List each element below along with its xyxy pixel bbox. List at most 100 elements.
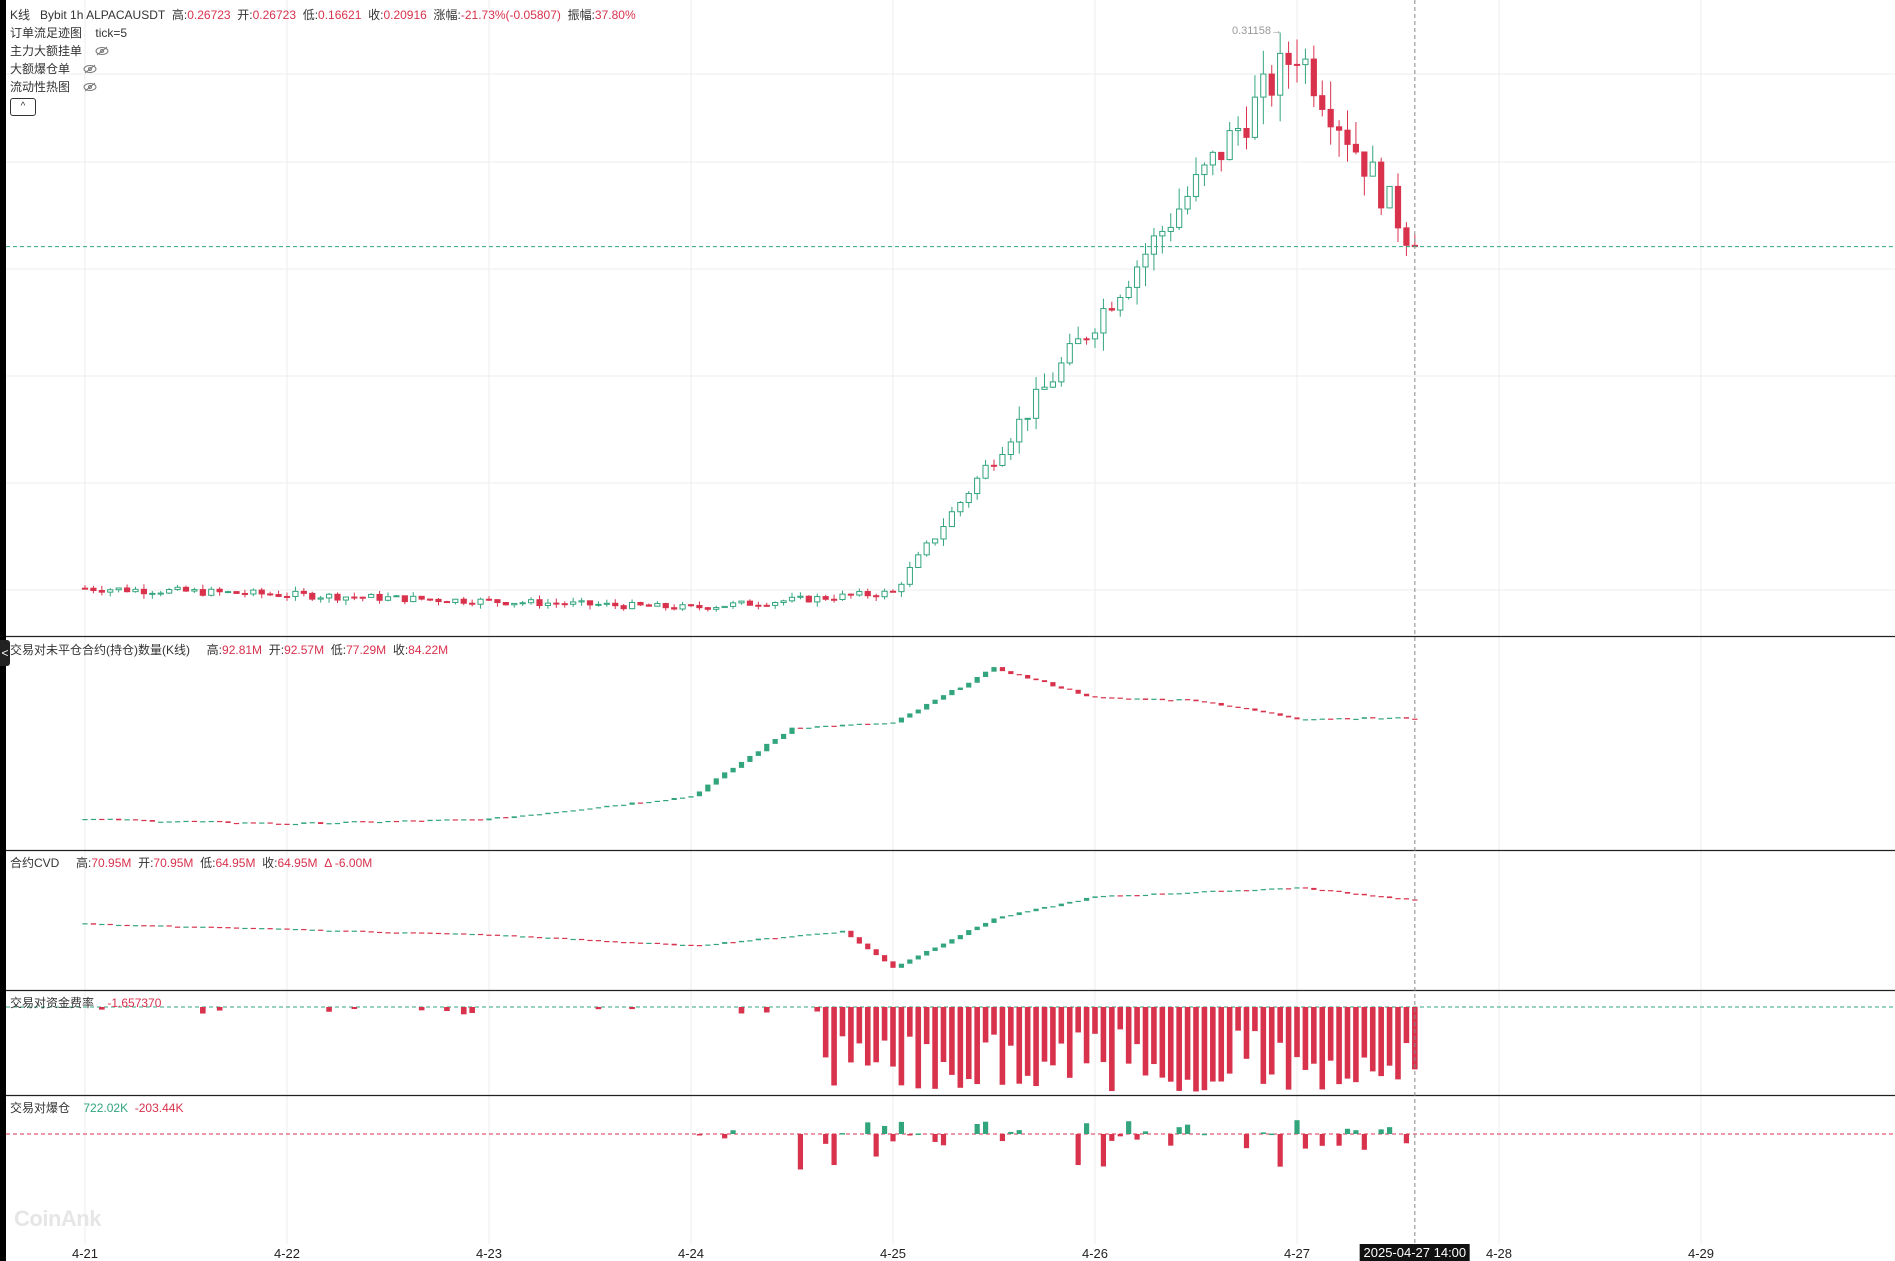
oi-bars-candle [520,815,526,817]
price-candle [140,588,148,595]
price-candle [1386,185,1393,209]
chevron-left-icon: < [1,646,9,660]
oi-bars-candle [831,725,837,727]
overlay-item-footprint[interactable]: 订单流足迹图 tick=5 [10,26,127,40]
cvd-bars-candle [1075,900,1081,903]
cvd-high-value: 70.95M [91,856,132,870]
funding-bar [1167,1007,1174,1082]
price-candle [241,592,249,595]
price-candle [1293,63,1301,66]
price-candle [1108,308,1115,311]
liq-bar [865,1122,871,1134]
oi-bars-candle [402,820,408,822]
oi-bars-candle [1252,708,1258,711]
cvd-bars-candle [646,942,652,945]
cvd-bars-candle [1386,896,1393,899]
funding-bar [1268,1007,1275,1075]
price-candle [123,587,131,593]
price-candle [704,607,711,610]
oi-bars-candle [1235,706,1241,708]
oi-bars-candle [1260,710,1266,713]
high-label: 高: [171,8,188,22]
oi-bars-candle [747,755,753,762]
price-candle [780,600,787,604]
oi-bars-candle [343,821,349,823]
funding-bar [1218,1007,1225,1082]
cvd-bars-candle [1328,890,1334,892]
side-panel-toggle[interactable]: < [0,640,10,666]
funding-bar [848,1007,854,1063]
funding-bar [469,1007,475,1014]
liq-bar [823,1134,829,1144]
oi-bars-candle [848,724,854,726]
overlay-item-liquidations[interactable]: 大额爆仓单 [10,62,97,76]
price-candle [990,464,998,467]
price-candle [1184,195,1191,210]
cvd-bars-candle [764,938,770,940]
cvd-bars-candle [275,928,282,930]
price-candle [772,602,779,606]
funding-bar [1033,1007,1039,1087]
price-candle [561,603,568,606]
oi-bars-candle [1277,713,1283,716]
oi-bars-candle [528,814,534,816]
liq-bar [1344,1128,1351,1134]
price-candle [570,601,577,605]
collapse-legend-button[interactable]: ^ [10,98,36,116]
price-candle [233,591,240,594]
price-candle [224,591,232,594]
cvd-bars-candle [1285,888,1292,890]
price-candle [502,602,509,606]
oi-bars-candle [806,727,812,729]
eye-off-icon[interactable] [95,46,109,56]
funding-bar [890,1007,896,1067]
eye-off-icon[interactable] [83,82,97,92]
oi-bars-candle [654,800,660,803]
price-candle [166,589,173,594]
funding-bar [1319,1007,1326,1090]
oi-bars-candle [259,822,265,824]
cvd-bars-candle [90,923,97,925]
liq-bar [1386,1127,1393,1134]
funding-bar [974,1007,980,1085]
price-candle [1133,266,1141,288]
price-candle [1268,73,1275,96]
liq-bar [831,1134,837,1166]
price-candle [1369,161,1376,177]
price-candle [553,602,560,605]
funding-bar [1260,1007,1267,1084]
overlay-item-heatmap[interactable]: 流动性热图 [10,80,97,94]
funding-bar [1193,1007,1199,1092]
funding-bar [831,1007,837,1086]
price-candle [485,598,493,601]
oi-bars-candle [1302,719,1309,721]
price-candle [654,603,661,607]
overlay-item-large-orders[interactable]: 主力大额挂单 [10,44,109,58]
oi-bars-candle [1386,717,1393,719]
price-candle [738,600,745,604]
oi-bars-candle [511,816,517,819]
oi-bars-candle [595,807,602,809]
oi-bars-candle [351,821,357,823]
oi-bars-candle [1067,688,1073,690]
price-candle [132,588,139,593]
price-candle [923,542,930,556]
price-candle [1159,230,1166,237]
oi-bars-candle [1319,718,1325,720]
price-candle [671,607,678,610]
liq-bar [1176,1127,1182,1134]
price-candle [418,595,425,600]
price-candle [948,511,956,528]
oi-bars-candle [318,822,324,825]
price-candle [401,595,408,603]
price-candle [965,493,972,503]
cvd-bars-candle [1100,895,1107,898]
cvd-bars-candle [924,950,930,956]
price-candle [115,587,122,591]
oi-bars-candle [688,796,694,798]
eye-off-icon[interactable] [83,64,97,74]
cvd-open-label: 开: [138,856,154,870]
panel-dividers [6,635,1895,1097]
